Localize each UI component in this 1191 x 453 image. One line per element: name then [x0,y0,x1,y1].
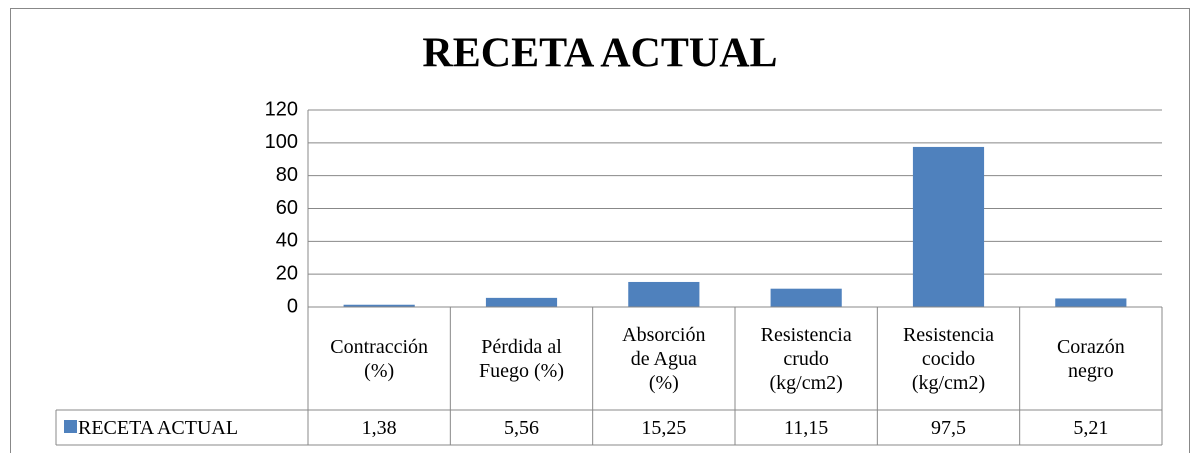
x-tick-label-box: Pérdida al Fuego (%) [479,335,564,382]
x-tick-label: Corazón negro [1056,335,1125,382]
chart-title: RECETA ACTUAL [422,31,777,77]
value-label-box: 5,56 [503,416,539,439]
y-tick-label: 20 [276,262,298,284]
y-tick-label: 80 [276,164,298,186]
legend-label: RECETA ACTUAL [78,416,239,439]
value-label: 5,21 [1073,416,1109,439]
x-tick-label: Resistencia cocido (kg/cm2) [902,323,995,394]
x-tick-label-box: Corazón negro [1056,335,1125,382]
value-label: 97,5 [930,416,966,439]
value-label-box: 15,25 [641,416,687,439]
bar [1055,298,1127,307]
bar [770,288,842,307]
x-tick-label: Absorción de Agua (%) [622,323,706,394]
legend-label-box: RECETA ACTUAL [78,416,239,439]
x-tick-label: Pérdida al Fuego (%) [479,335,564,382]
x-tick-label: Resistencia crudo (kg/cm2) [760,323,852,394]
value-label: 11,15 [784,416,829,439]
legend-swatch [64,420,77,433]
y-tick-label: 120 [265,98,298,120]
chart-border [10,8,1190,453]
bar [343,304,415,307]
x-tick-label-box: Absorción de Agua (%) [622,323,706,394]
bar [912,146,985,307]
value-label-box: 1,38 [361,416,397,439]
bar [628,281,700,307]
y-tick-label: 100 [265,131,298,153]
bar [485,297,558,307]
y-tick-label: 0 [287,295,298,317]
value-label: 5,56 [503,416,539,439]
value-label: 15,25 [641,416,687,439]
value-label-box: 11,15 [784,416,829,439]
y-tick-label: 60 [276,197,298,219]
x-tick-label: Contracción (%) [330,335,429,382]
value-label: 1,38 [361,416,397,439]
value-label-box: 5,21 [1073,416,1109,439]
value-label-box: 97,5 [930,416,966,439]
x-tick-label-box: Resistencia cocido (kg/cm2) [902,323,995,394]
x-tick-label-box: Contracción (%) [330,335,429,382]
y-tick-label: 40 [276,230,298,252]
x-tick-label-box: Resistencia crudo (kg/cm2) [760,323,852,394]
